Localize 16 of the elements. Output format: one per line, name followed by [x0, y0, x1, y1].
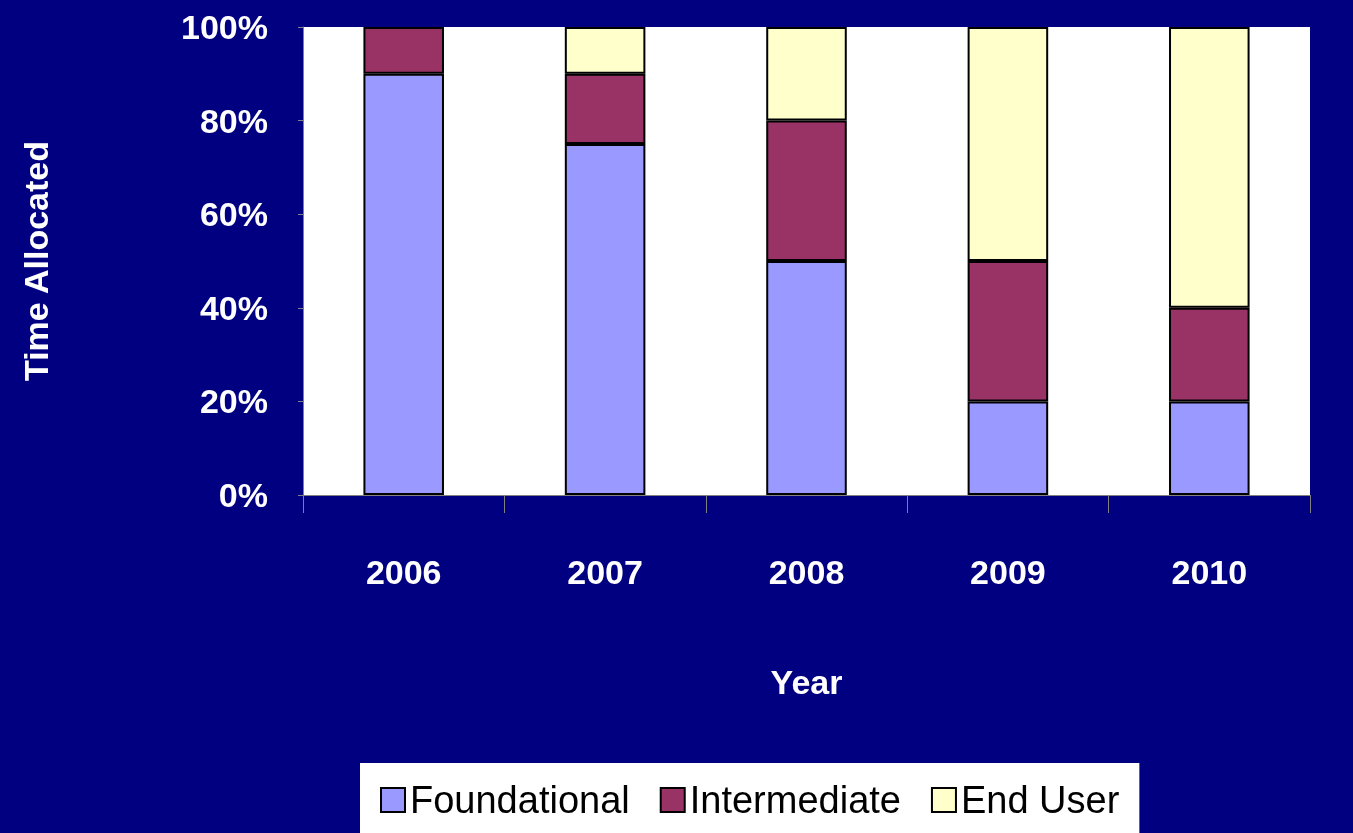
x-axis-title: Year [770, 663, 843, 701]
y-tick-label: 40% [199, 288, 268, 327]
y-tick-label: 80% [199, 101, 268, 140]
legend-label: End User [960, 779, 1120, 821]
y-tick-label: 20% [199, 382, 268, 421]
x-tick-label: 2009 [970, 553, 1046, 591]
x-tick-label: 2007 [567, 553, 643, 591]
legend-label: Intermediate [689, 779, 901, 821]
y-tick-label: 0% [218, 476, 268, 514]
legend-label: Foundational [410, 779, 630, 821]
x-tick-label: 2006 [365, 553, 442, 591]
y-tick-label: 60% [199, 195, 268, 234]
y-axis-title: Time Allocated [17, 141, 55, 381]
y-tick-label: 100% [181, 8, 268, 46]
x-tick-label: 2010 [1171, 553, 1248, 591]
x-tick-label: 2008 [768, 553, 845, 591]
